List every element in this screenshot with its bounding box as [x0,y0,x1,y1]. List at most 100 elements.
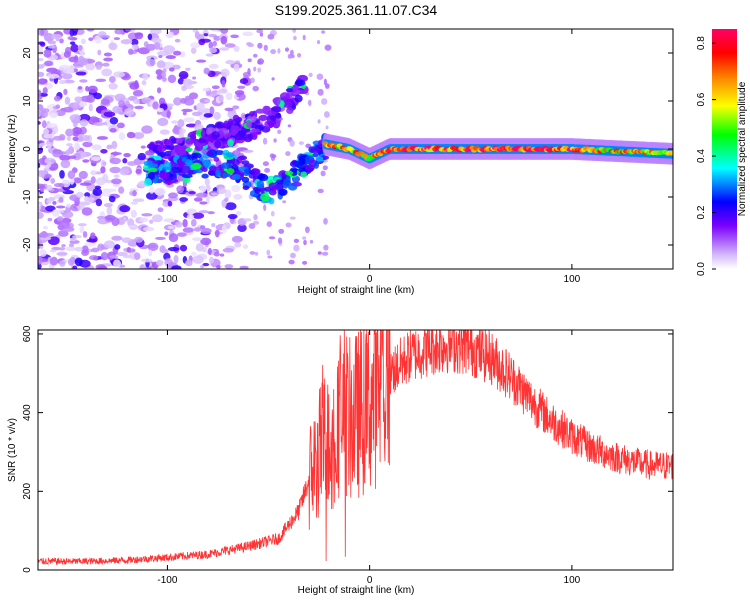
noise-blob [46,198,52,205]
noise-blob [176,232,187,237]
noise-blob [137,152,147,161]
noise-blob [183,117,195,123]
upper-branch-blob [185,138,194,145]
noise-blob [90,170,97,176]
noise-blob [111,217,120,227]
noise-blob [284,47,290,52]
noise-blob [38,95,43,100]
noise-blob [193,227,202,232]
noise-blob [69,41,76,45]
noise-blob [209,47,218,54]
noise-blob [124,107,134,117]
noise-blob [213,111,221,120]
noise-blob [133,252,141,260]
noise-blob [188,92,199,100]
noise-blob [259,32,264,37]
noise-blob [60,159,71,169]
noise-blob [66,143,73,147]
noise-blob [113,71,125,78]
noise-blob [114,29,124,35]
noise-blob [43,226,49,230]
noise-blob [79,119,89,127]
noise-blob [145,43,156,51]
y-tick-label: 200 [22,483,33,500]
noise-blob [47,217,53,222]
noise-blob [293,244,300,252]
noise-blob [82,231,88,238]
noise-blob [113,174,120,178]
noise-blob [289,216,296,220]
noise-blob [101,68,113,77]
noise-blob [316,39,321,45]
noise-blob [232,105,240,110]
noise-blob [147,33,153,41]
noise-blob [128,224,137,229]
noise-blob [165,55,177,60]
noise-blob [185,67,191,71]
noise-blob [233,63,240,72]
colorbar-ticks: 0.0 0.2 0.4 0.6 0.8 [696,36,716,276]
noise-blob [221,224,228,233]
noise-blob [61,244,66,248]
noise-blob [100,98,110,105]
noise-blob [119,205,131,213]
noise-blob [142,226,155,232]
noise-blob [182,111,187,116]
upper-branch-blob [258,114,269,121]
noise-blob [231,184,241,193]
noise-blob [167,200,173,207]
noise-blob [103,57,114,62]
noise-blob [243,218,252,222]
noise-blob [93,122,105,126]
noise-blob [270,210,275,217]
noise-blob [183,97,195,106]
noise-blob [199,201,208,205]
upper-branch-blob [227,139,234,147]
lower-branch-blob [147,167,158,173]
y-tick-label: -20 [22,237,33,252]
upper-branch-blob [146,143,157,150]
noise-blob [81,249,90,256]
noise-blob [234,60,241,64]
noise-blob [109,116,119,125]
noise-blob [45,205,56,212]
noise-blob [38,78,48,85]
noise-blob [182,227,194,233]
noise-blob [108,76,116,83]
noise-blob [225,59,236,65]
noise-blob [63,51,71,58]
noise-blob [214,229,220,238]
figure-title: S199.2025.361.11.07.C34 [275,2,438,18]
noise-blob [102,122,108,126]
noise-blob [317,88,324,96]
upper-branch-blob [211,131,220,140]
noise-blob [195,192,208,198]
noise-blob [39,108,50,114]
noise-blob [132,132,145,140]
noise-blob [253,66,257,72]
x-tick-label: 0 [367,575,373,586]
noise-blob [198,210,210,214]
upper-branch-blob [230,125,240,133]
noise-blob [173,255,179,264]
noise-blob [289,139,295,147]
noise-blob [256,29,264,34]
noise-blob [205,184,211,192]
noise-blob [132,89,144,97]
upper-branch-blob [279,92,291,101]
x-tick-label: 100 [564,575,581,586]
spectrogram-heatmap [38,29,673,269]
lower-branch-blob [221,162,230,169]
noise-blob [131,29,136,33]
lower-branch-blob [231,173,241,180]
noise-blob [233,45,240,52]
y-tick-label: 0 [22,567,33,573]
lower-branch-blob [315,156,324,162]
noise-blob [47,40,57,45]
noise-blob [250,77,255,84]
noise-blob [111,178,122,185]
noise-blob [84,192,91,198]
noise-blob [43,111,49,117]
noise-blob [44,184,53,191]
noise-blob [120,39,133,45]
